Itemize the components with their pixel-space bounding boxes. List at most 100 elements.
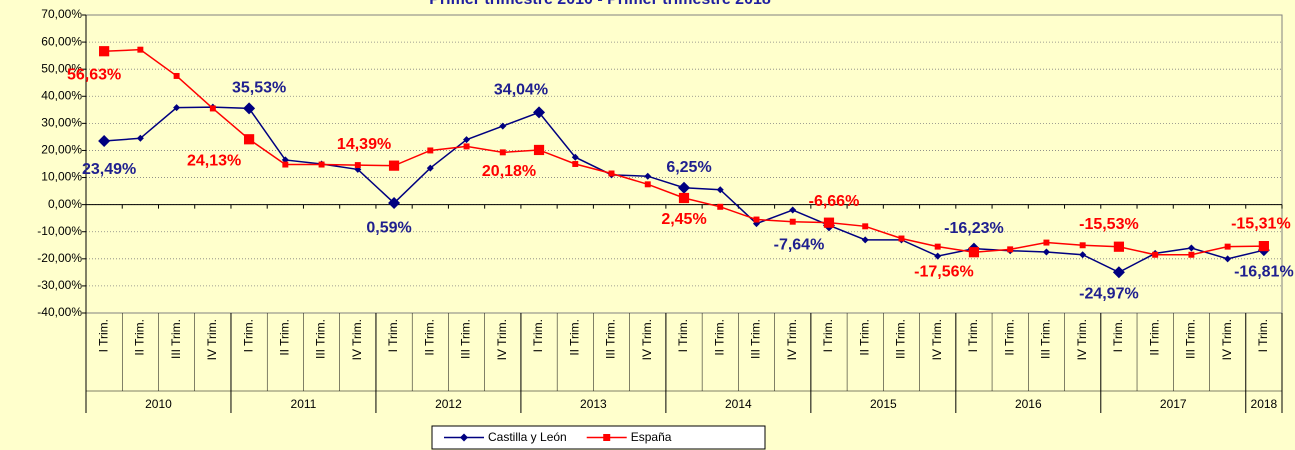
marker: [1113, 241, 1125, 252]
x-tick-label: IV Trim.: [1220, 319, 1234, 360]
marker: [1224, 255, 1232, 263]
data-label: 23,49%: [82, 161, 136, 178]
marker: [282, 161, 289, 168]
year-label: 2012: [435, 397, 462, 411]
marker: [644, 181, 651, 188]
marker: [463, 136, 471, 144]
year-label: 2011: [291, 397, 317, 411]
marker: [136, 134, 144, 142]
marker: [789, 218, 796, 225]
data-label: -24,97%: [1079, 286, 1139, 303]
legend-marker: [603, 434, 611, 441]
marker: [1042, 248, 1050, 256]
x-tick-label: II Trim.: [422, 319, 436, 356]
x-tick-label: IV Trim.: [1075, 319, 1089, 360]
y-tick-label: -10,00%: [37, 224, 82, 238]
marker: [463, 143, 470, 150]
y-tick-label: -20,00%: [37, 251, 82, 265]
marker: [1258, 241, 1269, 252]
marker: [1188, 251, 1195, 258]
data-label: 0,59%: [366, 219, 411, 236]
data-label: -6,66%: [809, 193, 860, 210]
data-label: -17,56%: [914, 263, 974, 280]
year-label: 2010: [145, 397, 172, 411]
marker: [861, 236, 869, 244]
marker: [934, 243, 941, 250]
marker: [716, 186, 724, 194]
chart-title: Primer trimestre 2010 - Primer trimestre…: [429, 0, 771, 8]
marker: [388, 197, 401, 210]
marker: [137, 46, 144, 53]
y-tick-label: 30,00%: [41, 116, 82, 130]
x-tick-label: II Trim.: [712, 319, 726, 356]
data-label: 2,45%: [661, 211, 706, 228]
marker: [1112, 266, 1125, 279]
year-label: 2013: [580, 397, 607, 411]
marker: [862, 223, 869, 230]
x-tick-label: III Trim.: [894, 319, 908, 359]
marker: [934, 252, 942, 260]
marker: [823, 217, 835, 228]
legend-label: Castilla y León: [488, 430, 567, 444]
year-label: 2014: [725, 397, 752, 411]
x-tick-label: I Trim.: [821, 319, 835, 352]
x-tick-label: II Trim.: [1002, 319, 1016, 356]
data-label: 14,39%: [337, 136, 391, 153]
x-tick-label: III Trim.: [1039, 319, 1053, 359]
marker: [968, 247, 980, 258]
y-tick-label: 40,00%: [41, 88, 82, 102]
y-tick-label: 10,00%: [41, 170, 82, 184]
y-tick-label: 60,00%: [41, 34, 82, 48]
x-tick-label: III Trim.: [169, 319, 183, 359]
marker: [243, 102, 256, 115]
x-tick-label: III Trim.: [749, 319, 763, 359]
marker: [98, 134, 111, 147]
marker: [499, 122, 507, 130]
x-tick-label: IV Trim.: [640, 319, 654, 360]
data-label: 24,13%: [187, 152, 241, 169]
x-tick-label: I Trim.: [531, 319, 545, 352]
data-label: 20,18%: [482, 163, 536, 180]
marker: [572, 161, 579, 167]
marker: [678, 181, 690, 194]
year-label: 2018: [1251, 397, 1278, 411]
marker: [318, 161, 325, 168]
marker: [898, 235, 905, 242]
y-tick-label: 0,00%: [48, 197, 82, 211]
year-label: 2015: [870, 397, 897, 411]
marker: [1187, 244, 1195, 252]
data-label: -7,64%: [774, 237, 825, 254]
y-tick-label: -30,00%: [37, 278, 82, 292]
data-label: 56,63%: [67, 66, 121, 83]
data-label: 35,53%: [232, 80, 286, 97]
marker: [1224, 243, 1231, 250]
marker: [717, 203, 724, 210]
marker: [209, 105, 216, 112]
x-tick-label: III Trim.: [314, 319, 328, 359]
x-tick-label: I Trim.: [386, 319, 400, 352]
x-tick-label: IV Trim.: [785, 319, 799, 360]
marker: [173, 72, 180, 79]
marker: [173, 104, 181, 112]
x-tick-label: II Trim.: [1147, 319, 1161, 356]
x-tick-label: IV Trim.: [930, 319, 944, 360]
year-label: 2017: [1160, 397, 1187, 411]
marker: [243, 134, 255, 145]
data-label: 6,25%: [666, 159, 711, 176]
data-label: -15,31%: [1231, 215, 1291, 232]
marker: [1043, 239, 1050, 246]
legend-marker: [460, 433, 468, 442]
marker: [644, 172, 652, 180]
x-tick-label: IV Trim.: [350, 319, 364, 360]
marker: [678, 192, 690, 204]
marker: [354, 162, 361, 169]
marker: [608, 170, 615, 177]
x-tick-label: I Trim.: [1111, 319, 1125, 352]
x-tick-label: I Trim.: [1256, 319, 1270, 352]
x-tick-label: IV Trim.: [495, 319, 509, 360]
x-tick-label: III Trim.: [459, 319, 473, 359]
marker: [1007, 246, 1014, 253]
x-tick-label: I Trim.: [96, 319, 110, 352]
x-tick-label: III Trim.: [1184, 319, 1198, 359]
